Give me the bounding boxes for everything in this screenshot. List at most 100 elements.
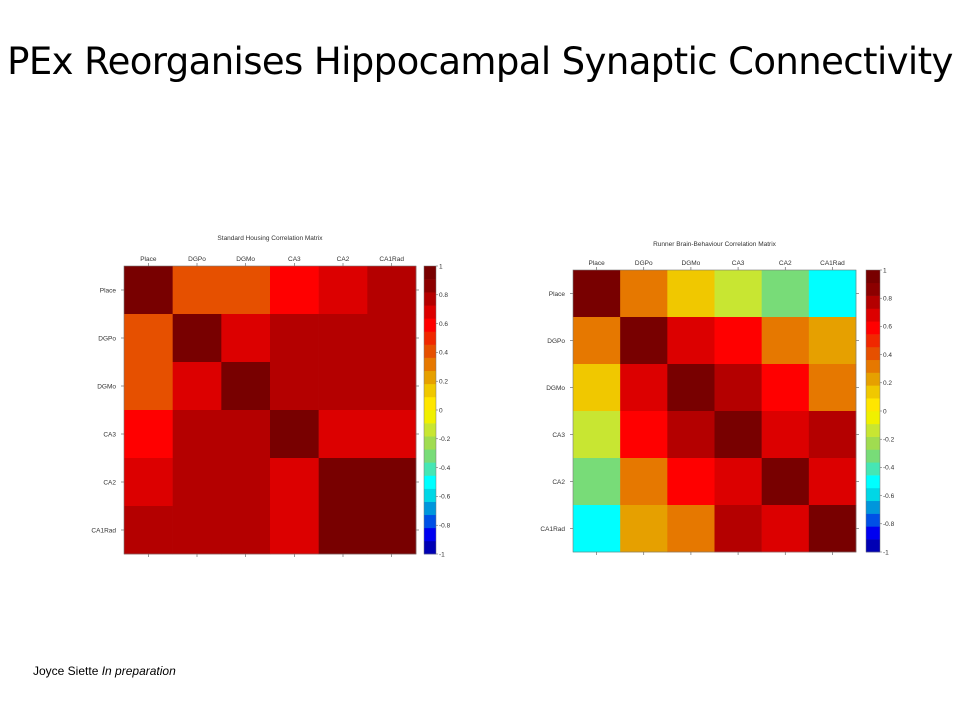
footer-status: In preparation — [101, 664, 176, 678]
heatmap-cell — [172, 410, 222, 459]
colorbar-segment — [866, 334, 880, 348]
colorbar-segment — [424, 396, 436, 411]
heatmap-cell — [367, 506, 417, 555]
heatmap-cell — [221, 458, 271, 507]
colorbar-segment — [866, 475, 880, 489]
colorbar-tick-label: 0.2 — [883, 380, 892, 387]
heatmap-cell — [270, 362, 319, 411]
heatmap-cell — [808, 505, 857, 553]
heatmap-cell — [270, 506, 319, 555]
colorbar-tick-label: 0.4 — [883, 352, 892, 359]
heatmap-cell — [620, 317, 668, 365]
colorbar-tick-label: -0.6 — [883, 493, 895, 500]
heatmap-cell — [573, 317, 621, 365]
colorbar-segment — [424, 331, 436, 345]
heatmap-cell — [714, 317, 762, 365]
column-label: CA3 — [732, 260, 745, 267]
colorbar-tick-label: 0.8 — [883, 296, 892, 303]
row-label: DGPo — [547, 338, 565, 345]
heatmap-cell — [761, 317, 810, 365]
heatmap-cell — [573, 458, 621, 506]
slide-title: PEx Reorganises Hippocampal Synaptic Con… — [7, 40, 953, 83]
heatmap-cell — [318, 266, 368, 315]
row-label: CA1Rad — [91, 527, 116, 534]
colorbar-segment — [866, 398, 880, 412]
colorbar-tick-label: 0.2 — [439, 379, 448, 386]
colorbar-tick-label: -0.6 — [439, 494, 451, 501]
heatmap-cell — [667, 270, 715, 318]
heatmap-cell — [573, 364, 621, 412]
heatmap-cell — [318, 314, 368, 363]
row-label: CA3 — [552, 432, 565, 439]
colorbar-segment — [866, 539, 880, 553]
column-label: Place — [588, 260, 605, 267]
colorbar-segment — [866, 462, 880, 476]
heatmap-cell — [124, 314, 173, 363]
colorbar-segment — [866, 526, 880, 540]
column-label: Place — [140, 256, 157, 263]
heatmap-cell — [172, 506, 222, 555]
column-label: CA3 — [288, 256, 301, 263]
colorbar-segment — [866, 308, 880, 322]
colorbar-tick-label: -0.8 — [883, 521, 895, 528]
heatmap-cell — [318, 362, 368, 411]
row-label: Place — [549, 291, 566, 298]
heatmap-cell — [808, 458, 857, 506]
column-label: CA2 — [779, 260, 792, 267]
heatmap-cell — [620, 364, 668, 412]
heatmap-cell — [714, 411, 762, 459]
heatmap-title: Runner Brain-Behaviour Correlation Matri… — [653, 241, 777, 248]
footer-author: Joyce Siette — [33, 664, 99, 678]
colorbar-segment — [424, 383, 436, 398]
heatmap-cell — [667, 364, 715, 412]
heatmap-cell — [124, 410, 173, 459]
heatmap-cell — [761, 364, 810, 412]
heatmap-cell — [808, 270, 857, 318]
colorbar-segment — [424, 501, 436, 516]
column-label: CA1Rad — [379, 256, 404, 263]
colorbar-segment — [866, 321, 880, 335]
colorbar-segment — [866, 423, 880, 437]
colorbar-segment — [424, 540, 436, 555]
heatmap-cell — [367, 410, 417, 459]
colorbar-segment — [424, 436, 436, 450]
heatmap-cell — [620, 270, 668, 318]
heatmap-cell — [573, 505, 621, 553]
heatmap-frame — [123, 265, 417, 555]
colorbar-tick-label: 0 — [439, 407, 443, 414]
colorbar-tick-label: -0.8 — [439, 523, 451, 530]
heatmap-cell — [124, 266, 173, 315]
row-label: DGPo — [98, 335, 116, 342]
heatmap-cell — [573, 411, 621, 459]
colorbar-segment — [866, 385, 880, 399]
heatmap-cell — [221, 506, 271, 555]
heatmap-cell — [761, 411, 810, 459]
heatmap-cell — [620, 411, 668, 459]
row-label: Place — [100, 287, 117, 294]
heatmap-cell — [667, 458, 715, 506]
row-label: DGMo — [97, 383, 116, 390]
heatmap-cell — [714, 270, 762, 318]
heatmap-cell — [573, 270, 621, 318]
colorbar-segment — [424, 475, 436, 489]
colorbar-segment — [866, 359, 880, 373]
colorbar-segment — [424, 292, 436, 306]
heatmap-cell — [124, 362, 173, 411]
row-label: CA2 — [103, 479, 116, 486]
heatmap-cell — [172, 266, 222, 315]
heatmap-cell — [172, 314, 222, 363]
colorbar-tick-label: 0.6 — [439, 321, 448, 328]
column-label: CA2 — [337, 256, 350, 263]
heatmap-cell — [367, 458, 417, 507]
heatmap-cell — [221, 314, 271, 363]
heatmap-cell — [172, 362, 222, 411]
heatmap-cell — [367, 362, 417, 411]
heatmap-cell — [761, 505, 810, 553]
colorbar-segment — [424, 410, 436, 424]
colorbar-segment — [866, 346, 880, 361]
colorbar-segment — [866, 436, 880, 450]
colorbar-tick-label: 0 — [883, 408, 887, 415]
colorbar-segment — [424, 527, 436, 542]
colorbar-segment — [424, 279, 436, 293]
